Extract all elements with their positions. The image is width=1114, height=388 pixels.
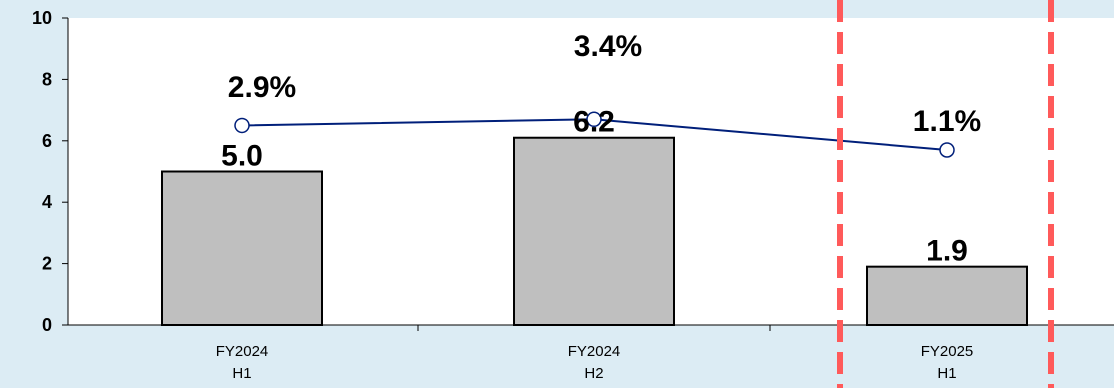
growth-label-1: 3.4% xyxy=(574,30,642,63)
growth-marker-1 xyxy=(586,111,602,128)
category-labels: FY2024 H1 FY2024 H2 FY2025 H1 xyxy=(216,343,974,382)
growth-marker-0 xyxy=(234,117,250,134)
bar-1 xyxy=(513,136,675,326)
y-tick-label-3: 6 xyxy=(42,131,52,151)
category-label-0-line1: FY2024 xyxy=(216,343,269,360)
line-series xyxy=(234,111,955,158)
growth-label-0: 2.9% xyxy=(228,71,296,104)
bar-0 xyxy=(161,170,323,326)
category-label-2-line1: FY2025 xyxy=(921,343,974,360)
growth-marker-2 xyxy=(939,142,955,158)
y-tick-label-1: 2 xyxy=(42,254,52,274)
growth-label-2: 1.1% xyxy=(913,105,981,138)
y-tick-label-2: 4 xyxy=(42,192,52,212)
bar-value-label-2: 1.9 xyxy=(926,235,968,268)
bar-series xyxy=(161,136,1028,327)
fy2025-highlight-box xyxy=(837,0,1054,388)
category-label-2-line2: H1 xyxy=(937,365,956,382)
category-label-1-line1: FY2024 xyxy=(568,343,621,360)
category-label-1-line2: H2 xyxy=(584,365,603,382)
line-data-labels: 2.9% 3.4% 1.1% xyxy=(228,30,981,138)
category-label-0-line2: H1 xyxy=(232,365,251,382)
bar-value-label-1: 6.2 xyxy=(573,106,615,139)
y-tick-label-4: 8 xyxy=(42,69,52,89)
y-tick-label-0: 0 xyxy=(42,315,52,335)
bar-value-label-0: 5.0 xyxy=(221,140,263,173)
bar-data-labels: 5.0 6.2 1.9 xyxy=(221,106,968,268)
y-axis: 0 2 4 6 8 10 xyxy=(32,8,69,335)
bar-2 xyxy=(866,265,1028,327)
y-tick-label-5: 10 xyxy=(32,8,52,28)
